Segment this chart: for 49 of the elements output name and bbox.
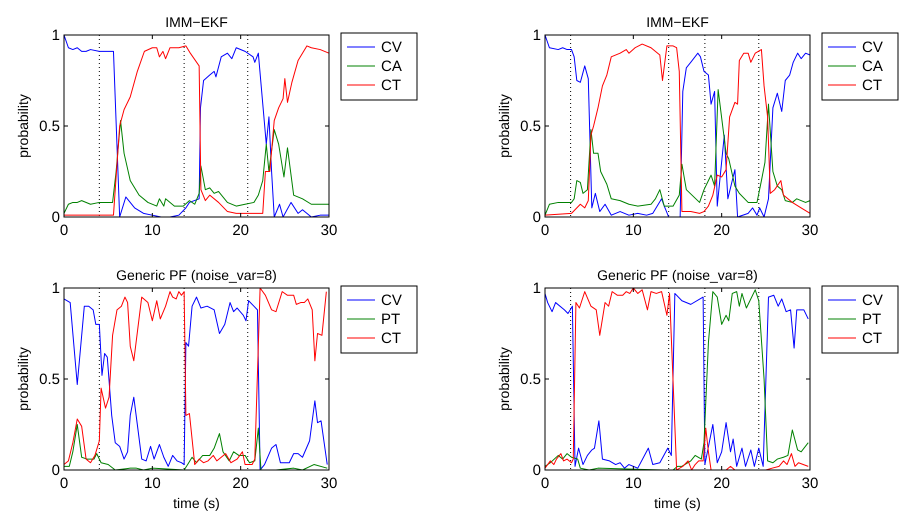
chart-title: Generic PF (noise_var=8) [597,267,758,283]
x-axis-title: time (s) [173,495,220,511]
y-tick-label: 0 [532,462,541,479]
y-tick-label: 1 [532,27,541,44]
y-axis-title: probability [496,94,512,158]
y-axis-title: probability [496,347,512,411]
legend-label: CA [381,58,402,75]
x-tick-label: 20 [713,222,730,239]
legend-label: PT [862,311,882,328]
legend-label: CT [862,330,882,347]
chart-title: IMM−EKF [646,14,709,30]
x-tick-label: 10 [624,222,642,239]
legend-label: CV [862,292,883,309]
x-tick-label: 10 [624,475,642,492]
y-tick-label: 1 [532,280,541,297]
legend-label: CV [862,39,883,56]
y-tick-label: 0.5 [39,118,60,135]
x-tick-label: 30 [802,475,818,492]
y-tick-label: 0 [532,209,541,226]
y-axis-title: probability [15,94,31,158]
legend-label: CT [381,330,401,347]
x-tick-label: 20 [713,475,730,492]
x-tick-label: 30 [802,222,818,239]
chart-title: IMM−EKF [165,14,228,30]
y-tick-label: 0 [52,209,60,226]
legend-label: CA [862,58,883,75]
y-tick-label: 0.5 [520,118,541,135]
line-series [544,89,810,216]
y-tick-label: 0.5 [39,371,60,388]
legend-label: CT [381,77,401,94]
y-tick-label: 1 [52,280,60,297]
x-tick-label: 10 [144,222,161,239]
line-series [64,120,330,214]
legend-label: CT [862,77,882,94]
x-tick-label: 10 [144,475,161,492]
legend-label: CV [381,292,402,309]
y-axis-title: probability [15,347,31,411]
line-series [64,424,328,470]
x-tick-label: 30 [320,475,338,492]
y-tick-label: 0 [52,462,60,479]
y-tick-label: 1 [52,27,60,44]
x-tick-label: 30 [320,222,338,239]
legend-label: PT [381,311,400,328]
x-tick-label: 20 [232,222,250,239]
y-tick-label: 0.5 [520,371,541,388]
x-axis-title: time (s) [654,495,701,511]
legend-label: CV [381,39,402,56]
x-tick-label: 20 [232,475,250,492]
chart-title: Generic PF (noise_var=8) [116,267,277,283]
